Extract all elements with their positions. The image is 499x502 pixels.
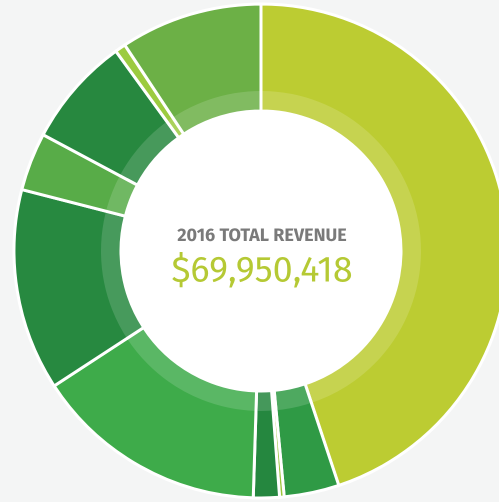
inner-ring <box>101 91 421 411</box>
slices <box>12 2 499 500</box>
chart-title: 2016 TOTAL REVENUE <box>177 224 346 246</box>
total-value: $69,950,418 <box>171 247 352 291</box>
center-disc <box>121 111 401 391</box>
